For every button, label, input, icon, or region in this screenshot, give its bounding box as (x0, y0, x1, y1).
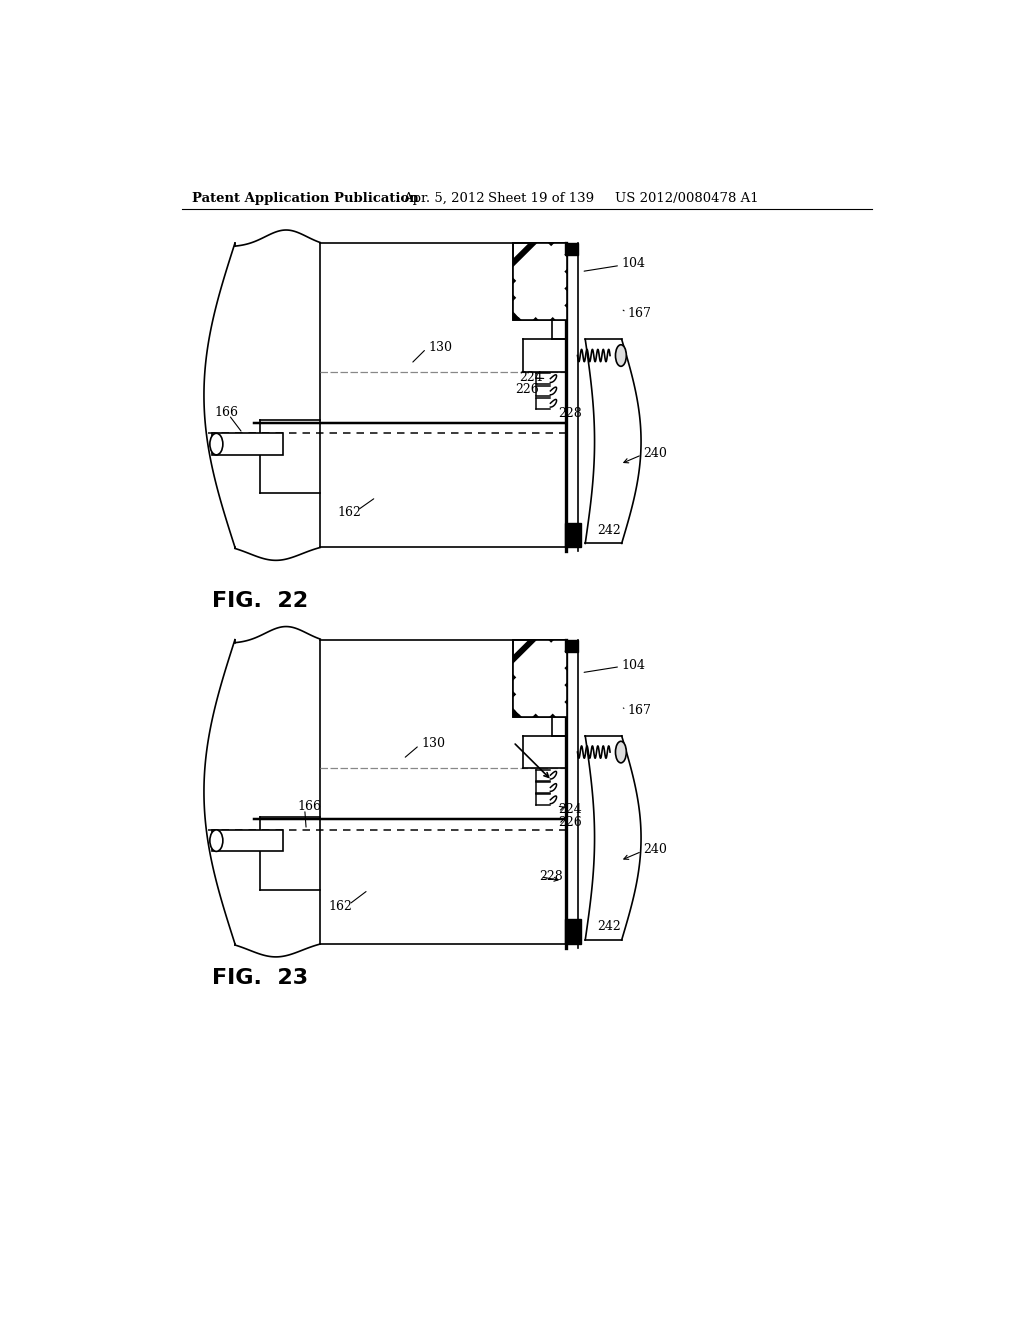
Text: 162: 162 (328, 900, 352, 913)
Text: 166: 166 (215, 407, 239, 418)
Text: US 2012/0080478 A1: US 2012/0080478 A1 (614, 191, 759, 205)
Text: 228: 228 (558, 407, 582, 420)
Text: 224: 224 (519, 371, 543, 384)
Ellipse shape (615, 742, 627, 763)
Text: FIG.  22: FIG. 22 (212, 591, 308, 611)
Text: 166: 166 (297, 800, 321, 813)
Text: 104: 104 (622, 659, 646, 672)
Text: Patent Application Publication: Patent Application Publication (191, 191, 418, 205)
Text: Apr. 5, 2012: Apr. 5, 2012 (403, 191, 484, 205)
Text: 167: 167 (628, 308, 651, 321)
Bar (565, 919, 581, 944)
Text: 224: 224 (558, 804, 582, 816)
Text: 104: 104 (622, 257, 646, 271)
Text: FIG.  23: FIG. 23 (212, 969, 308, 989)
Bar (565, 523, 581, 548)
Bar (513, 243, 567, 321)
Text: 242: 242 (597, 524, 621, 537)
Bar (513, 243, 567, 321)
Bar (513, 243, 567, 321)
Bar (565, 243, 579, 256)
Text: 226: 226 (515, 383, 540, 396)
Text: 240: 240 (643, 446, 668, 459)
Bar (212, 830, 283, 851)
Text: 130: 130 (429, 341, 453, 354)
Bar (212, 433, 283, 455)
Text: 162: 162 (337, 506, 361, 519)
Ellipse shape (210, 830, 223, 851)
Bar (513, 640, 567, 717)
Text: 240: 240 (643, 843, 668, 857)
Bar (513, 640, 567, 717)
Ellipse shape (615, 345, 627, 367)
Ellipse shape (210, 433, 223, 455)
Text: 228: 228 (539, 870, 562, 883)
Text: 130: 130 (421, 737, 445, 750)
Bar (513, 640, 567, 717)
Bar (565, 640, 579, 652)
Text: Sheet 19 of 139: Sheet 19 of 139 (488, 191, 595, 205)
Text: 167: 167 (628, 704, 651, 717)
Text: 242: 242 (597, 920, 621, 933)
Text: 226: 226 (558, 816, 582, 829)
